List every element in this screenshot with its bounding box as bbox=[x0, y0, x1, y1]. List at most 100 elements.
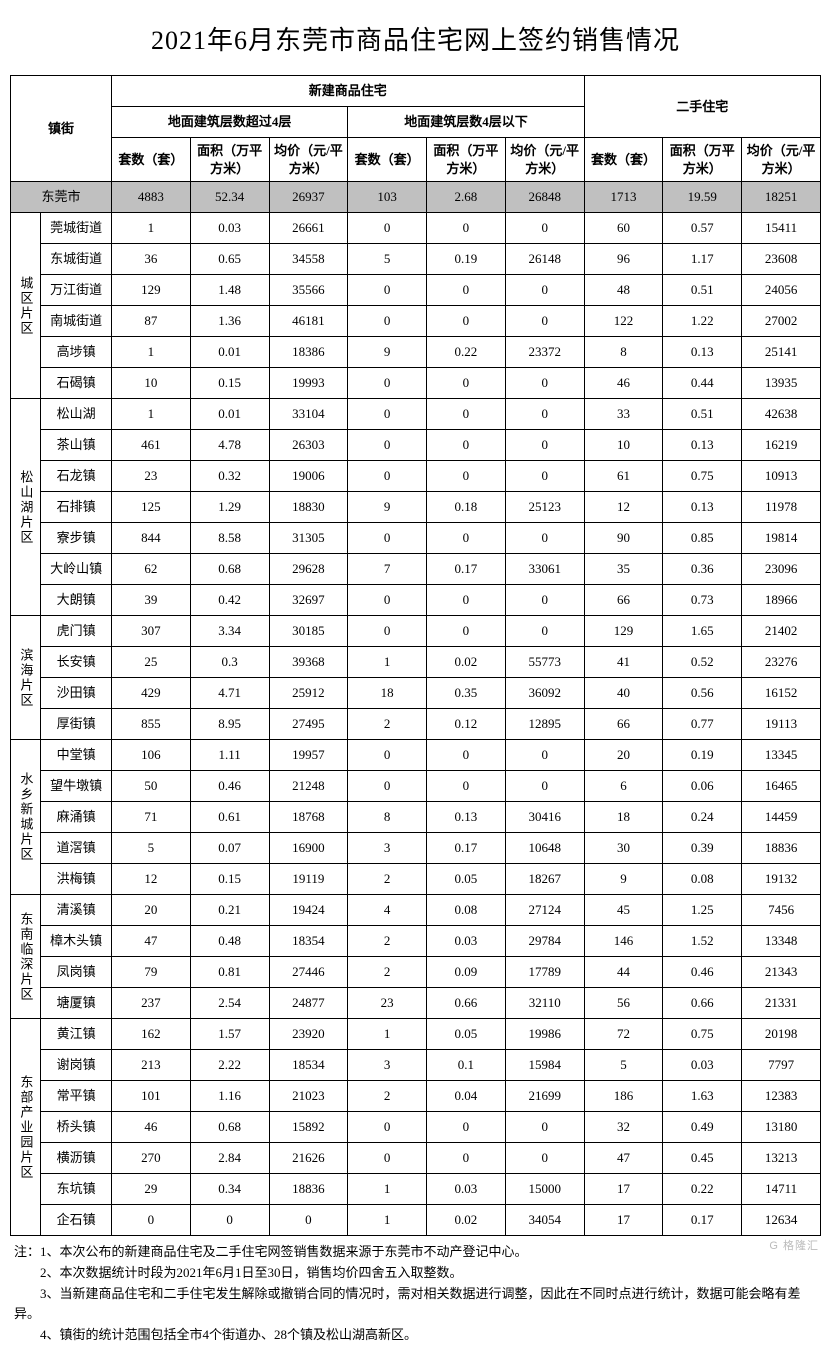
data-cell: 1.63 bbox=[663, 1081, 742, 1112]
data-cell: 79 bbox=[111, 957, 190, 988]
data-cell: 0.3 bbox=[190, 647, 269, 678]
data-cell: 2.84 bbox=[190, 1143, 269, 1174]
table-row: 望牛墩镇500.462124800060.0616465 bbox=[11, 771, 821, 802]
town-name: 横沥镇 bbox=[41, 1143, 112, 1174]
header-col: 套数（套） bbox=[111, 138, 190, 182]
town-name: 长安镇 bbox=[41, 647, 112, 678]
table-row: 城区片区莞城街道10.0326661000600.5715411 bbox=[11, 213, 821, 244]
data-cell: 12895 bbox=[505, 709, 584, 740]
town-name: 清溪镇 bbox=[41, 895, 112, 926]
table-row: 东坑镇290.341883610.0315000170.2214711 bbox=[11, 1174, 821, 1205]
data-cell: 0.13 bbox=[663, 337, 742, 368]
data-cell: 23920 bbox=[269, 1019, 348, 1050]
data-cell: 66 bbox=[584, 585, 663, 616]
data-cell: 0.06 bbox=[663, 771, 742, 802]
data-cell: 2.54 bbox=[190, 988, 269, 1019]
note-line: 4、镇街的统计范围包括全市4个街道办、28个镇及松山湖高新区。 bbox=[14, 1325, 817, 1346]
data-cell: 0.68 bbox=[190, 554, 269, 585]
data-cell: 0 bbox=[505, 368, 584, 399]
region-label: 水乡新城片区 bbox=[11, 740, 41, 895]
town-name: 东坑镇 bbox=[41, 1174, 112, 1205]
data-cell: 50 bbox=[111, 771, 190, 802]
data-cell: 27002 bbox=[742, 306, 821, 337]
table-row: 高埗镇10.011838690.222337280.1325141 bbox=[11, 337, 821, 368]
table-row: 塘厦镇2372.5424877230.6632110560.6621331 bbox=[11, 988, 821, 1019]
data-cell: 17 bbox=[584, 1205, 663, 1236]
data-cell: 0 bbox=[348, 430, 427, 461]
data-cell: 0.1 bbox=[427, 1050, 506, 1081]
data-cell: 0 bbox=[348, 740, 427, 771]
data-cell: 48 bbox=[584, 275, 663, 306]
data-cell: 186 bbox=[584, 1081, 663, 1112]
town-name: 东城街道 bbox=[41, 244, 112, 275]
data-cell: 0.17 bbox=[427, 554, 506, 585]
data-cell: 19814 bbox=[742, 523, 821, 554]
town-name: 塘厦镇 bbox=[41, 988, 112, 1019]
data-cell: 27124 bbox=[505, 895, 584, 926]
data-cell: 0.18 bbox=[427, 492, 506, 523]
table-row: 松山湖片区松山湖10.0133104000330.5142638 bbox=[11, 399, 821, 430]
data-cell: 16900 bbox=[269, 833, 348, 864]
data-cell: 9 bbox=[584, 864, 663, 895]
data-cell: 35 bbox=[584, 554, 663, 585]
data-cell: 0 bbox=[111, 1205, 190, 1236]
data-cell: 0.48 bbox=[190, 926, 269, 957]
town-name: 厚街镇 bbox=[41, 709, 112, 740]
watermark: G 格隆汇 bbox=[769, 1237, 819, 1253]
data-cell: 0 bbox=[348, 306, 427, 337]
data-cell: 18 bbox=[584, 802, 663, 833]
page-title: 2021年6月东莞市商品住宅网上签约销售情况 bbox=[10, 20, 821, 57]
data-cell: 270 bbox=[111, 1143, 190, 1174]
data-cell: 23372 bbox=[505, 337, 584, 368]
data-cell: 14459 bbox=[742, 802, 821, 833]
data-cell: 72 bbox=[584, 1019, 663, 1050]
table-row: 道滘镇50.071690030.1710648300.3918836 bbox=[11, 833, 821, 864]
town-name: 沙田镇 bbox=[41, 678, 112, 709]
data-cell: 1.16 bbox=[190, 1081, 269, 1112]
data-cell: 0.66 bbox=[663, 988, 742, 1019]
data-cell: 90 bbox=[584, 523, 663, 554]
data-cell: 0.46 bbox=[663, 957, 742, 988]
town-name: 松山湖 bbox=[41, 399, 112, 430]
town-name: 桥头镇 bbox=[41, 1112, 112, 1143]
data-cell: 0.22 bbox=[427, 337, 506, 368]
data-cell: 4.71 bbox=[190, 678, 269, 709]
table-row: 长安镇250.33936810.0255773410.5223276 bbox=[11, 647, 821, 678]
data-cell: 52.34 bbox=[190, 182, 269, 213]
town-name: 石排镇 bbox=[41, 492, 112, 523]
data-cell: 18768 bbox=[269, 802, 348, 833]
data-cell: 3 bbox=[348, 833, 427, 864]
data-cell: 7 bbox=[348, 554, 427, 585]
header-under4: 地面建筑层数4层以下 bbox=[348, 107, 584, 138]
data-cell: 18534 bbox=[269, 1050, 348, 1081]
data-cell: 7456 bbox=[742, 895, 821, 926]
data-cell: 19.59 bbox=[663, 182, 742, 213]
data-cell: 0 bbox=[348, 585, 427, 616]
data-cell: 32 bbox=[584, 1112, 663, 1143]
data-cell: 129 bbox=[111, 275, 190, 306]
data-cell: 0.03 bbox=[190, 213, 269, 244]
data-cell: 1.22 bbox=[663, 306, 742, 337]
data-cell: 19119 bbox=[269, 864, 348, 895]
data-cell: 0 bbox=[427, 523, 506, 554]
data-cell: 0.12 bbox=[427, 709, 506, 740]
table-row: 石碣镇100.1519993000460.4413935 bbox=[11, 368, 821, 399]
data-cell: 30416 bbox=[505, 802, 584, 833]
data-cell: 1.25 bbox=[663, 895, 742, 926]
data-cell: 29 bbox=[111, 1174, 190, 1205]
data-cell: 146 bbox=[584, 926, 663, 957]
data-cell: 19113 bbox=[742, 709, 821, 740]
data-cell: 1 bbox=[348, 1205, 427, 1236]
town-name: 企石镇 bbox=[41, 1205, 112, 1236]
data-cell: 6 bbox=[584, 771, 663, 802]
data-cell: 429 bbox=[111, 678, 190, 709]
town-name: 虎门镇 bbox=[41, 616, 112, 647]
data-cell: 31305 bbox=[269, 523, 348, 554]
data-cell: 18267 bbox=[505, 864, 584, 895]
data-cell: 0.49 bbox=[663, 1112, 742, 1143]
data-cell: 40 bbox=[584, 678, 663, 709]
table-row: 凤岗镇790.812744620.0917789440.4621343 bbox=[11, 957, 821, 988]
data-cell: 0.34 bbox=[190, 1174, 269, 1205]
data-cell: 33104 bbox=[269, 399, 348, 430]
table-row: 东部产业园片区黄江镇1621.572392010.0519986720.7520… bbox=[11, 1019, 821, 1050]
